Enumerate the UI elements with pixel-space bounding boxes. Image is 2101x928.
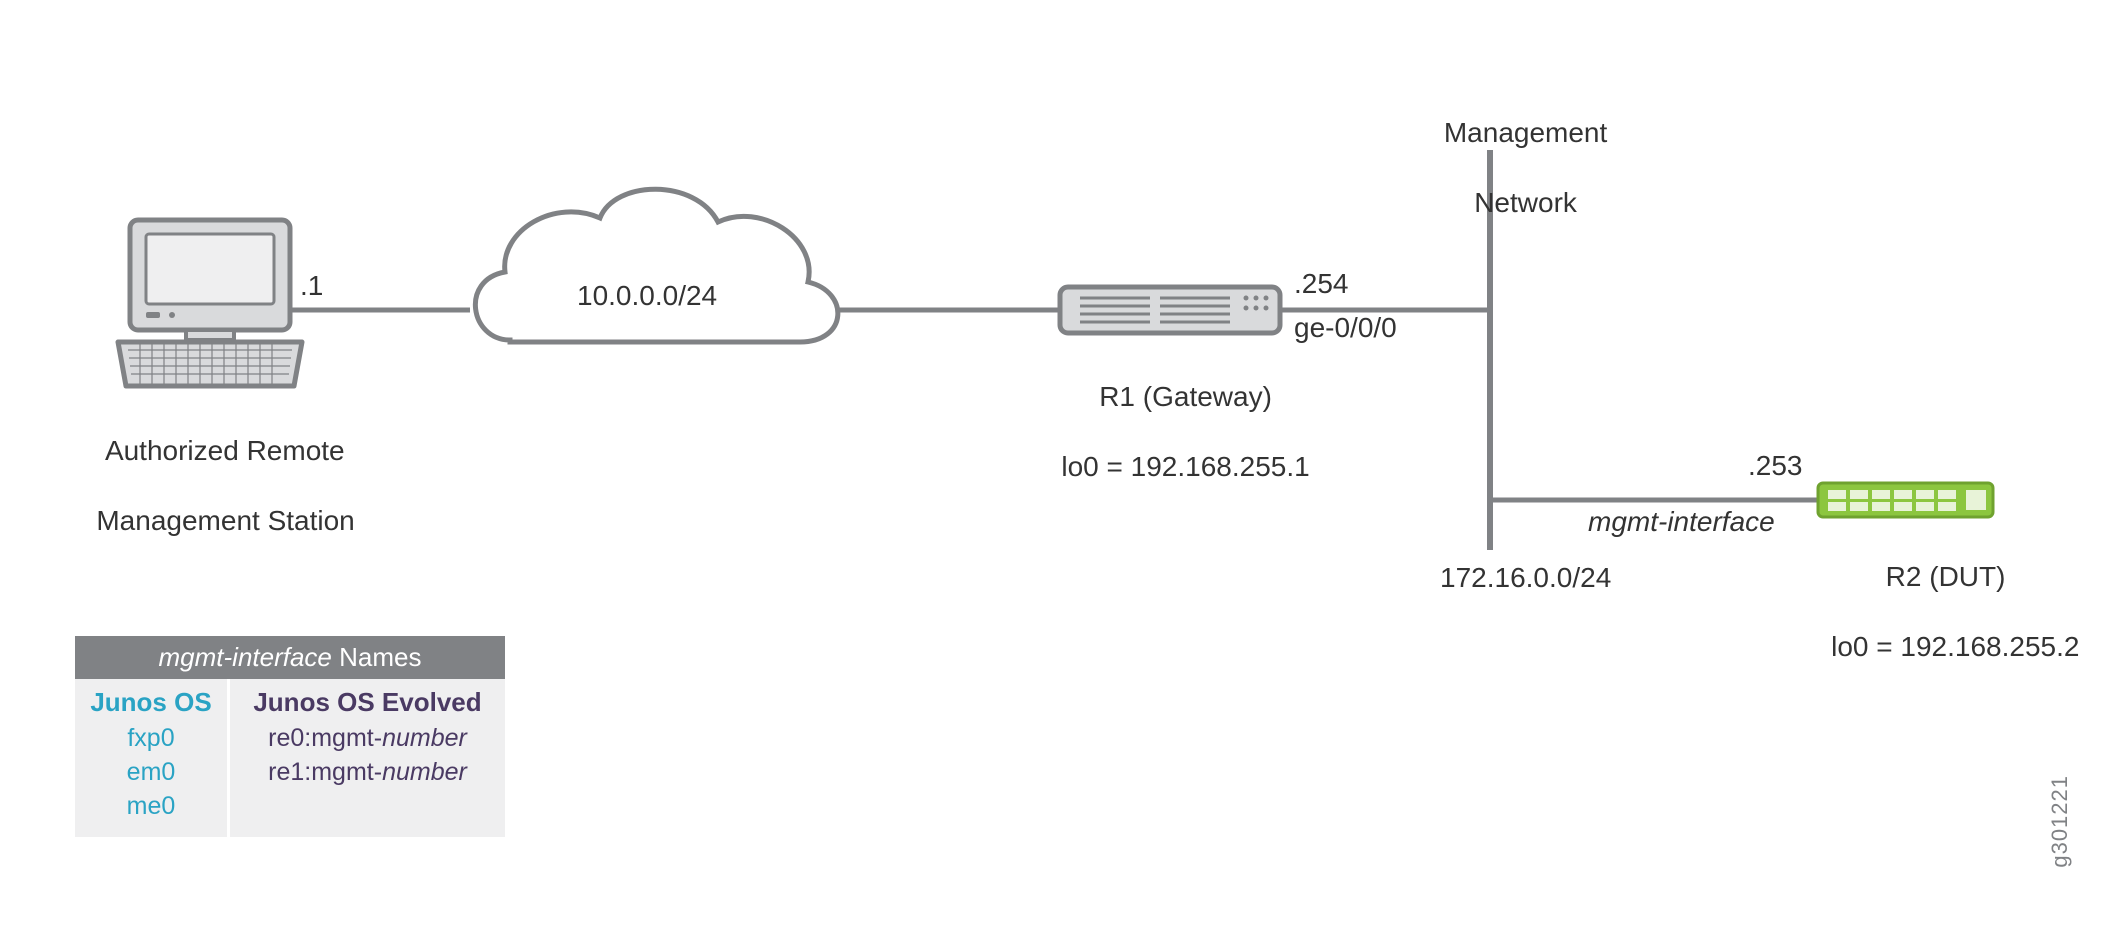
r1-name-block: R1 (Gateway) lo0 = 192.168.255.1 [1030,344,1310,519]
station-label-line1: Authorized Remote [105,435,345,466]
col2-row0-pre: re0:mgmt- [268,724,382,752]
table-body: Junos OS fxp0 em0 me0 Junos OS Evolved r… [75,679,505,837]
r1-name: R1 (Gateway) [1099,381,1272,412]
col1-row-2: me0 [75,790,227,824]
switch-icon [1818,483,1993,517]
r1-iface-label: ge-0/0/0 [1294,310,1397,345]
mgmt-interface-names-table: mgmt-interface Names Junos OS fxp0 em0 m… [75,636,505,837]
col1-row-1: em0 [75,756,227,790]
figure-id: g301221 [2047,775,2073,868]
diagram-canvas: Authorized Remote Management Station .1 … [0,0,2101,928]
r1-ip-label: .254 [1294,266,1349,301]
table-header: mgmt-interface Names [75,636,505,679]
station-label-line2: Management Station [96,505,354,536]
mgmt-net-line1: Management [1444,117,1607,148]
workstation-icon [118,220,302,386]
r2-lo0: lo0 = 192.168.255.2 [1831,631,2079,662]
r1-lo0: lo0 = 192.168.255.1 [1061,451,1309,482]
table-col-junos: Junos OS fxp0 em0 me0 [75,679,230,837]
table-title-post: Names [332,642,422,672]
mgmt-net-line2: Network [1474,187,1577,218]
station-label: Authorized Remote Management Station [60,398,360,573]
col2-row1-it: number [382,758,467,786]
col2-header: Junos OS Evolved [230,687,505,718]
mgmt-net-label: Management Network [1400,80,1620,255]
cloud-icon [475,189,837,342]
table-col-evolved: Junos OS Evolved re0:mgmt-number re1:mgm… [230,679,505,837]
table-title-pre: mgmt-interface [159,642,332,672]
r2-ip-label: .253 [1748,448,1803,483]
r2-name-block: R2 (DUT) lo0 = 192.168.255.2 [1800,524,2060,699]
r2-iface-label: mgmt-interface [1588,504,1775,539]
col1-row-0: fxp0 [75,722,227,756]
col2-row1-pre: re1:mgmt- [268,758,382,786]
col2-row-0: re0:mgmt-number [230,722,505,756]
col1-header: Junos OS [75,687,227,718]
router-icon [1060,287,1280,333]
station-ip-label: .1 [300,268,323,303]
r2-name: R2 (DUT) [1886,561,2006,592]
col2-row-1: re1:mgmt-number [230,756,505,790]
mgmt-subnet-label: 172.16.0.0/24 [1440,560,1611,595]
cloud-subnet-label: 10.0.0.0/24 [577,278,717,313]
col2-row0-it: number [382,724,467,752]
